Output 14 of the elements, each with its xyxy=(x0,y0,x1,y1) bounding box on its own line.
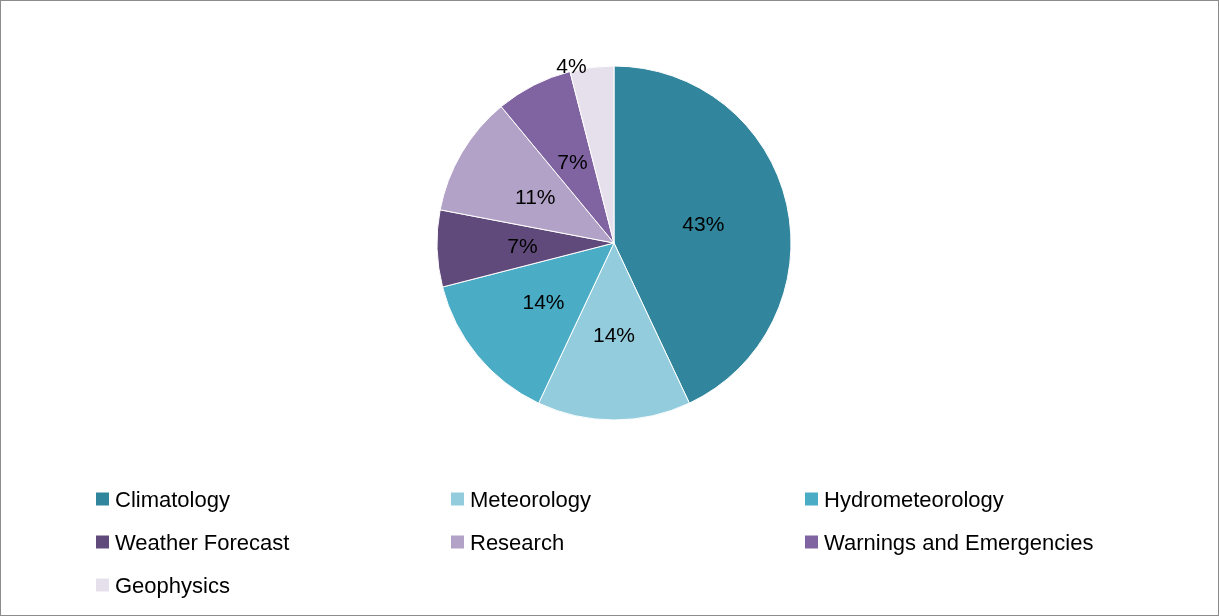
data-label: 14% xyxy=(522,289,565,313)
legend-label: Research xyxy=(470,529,565,555)
data-label: 4% xyxy=(556,53,587,77)
data-label: 7% xyxy=(507,234,538,258)
legend-label: Warnings and Emergencies xyxy=(824,529,1094,555)
legend-label: Climatology xyxy=(115,486,230,512)
data-label: 11% xyxy=(515,184,556,208)
legend-label: Hydrometeorology xyxy=(824,486,1004,512)
data-label: 14% xyxy=(592,323,636,346)
data-label: 7% xyxy=(557,149,588,173)
legend-label: Geophysics xyxy=(115,572,230,598)
data-label: 43% xyxy=(682,211,725,235)
legend-label: Meteorology xyxy=(470,486,592,512)
legend-label: Weather Forecast xyxy=(115,529,290,555)
